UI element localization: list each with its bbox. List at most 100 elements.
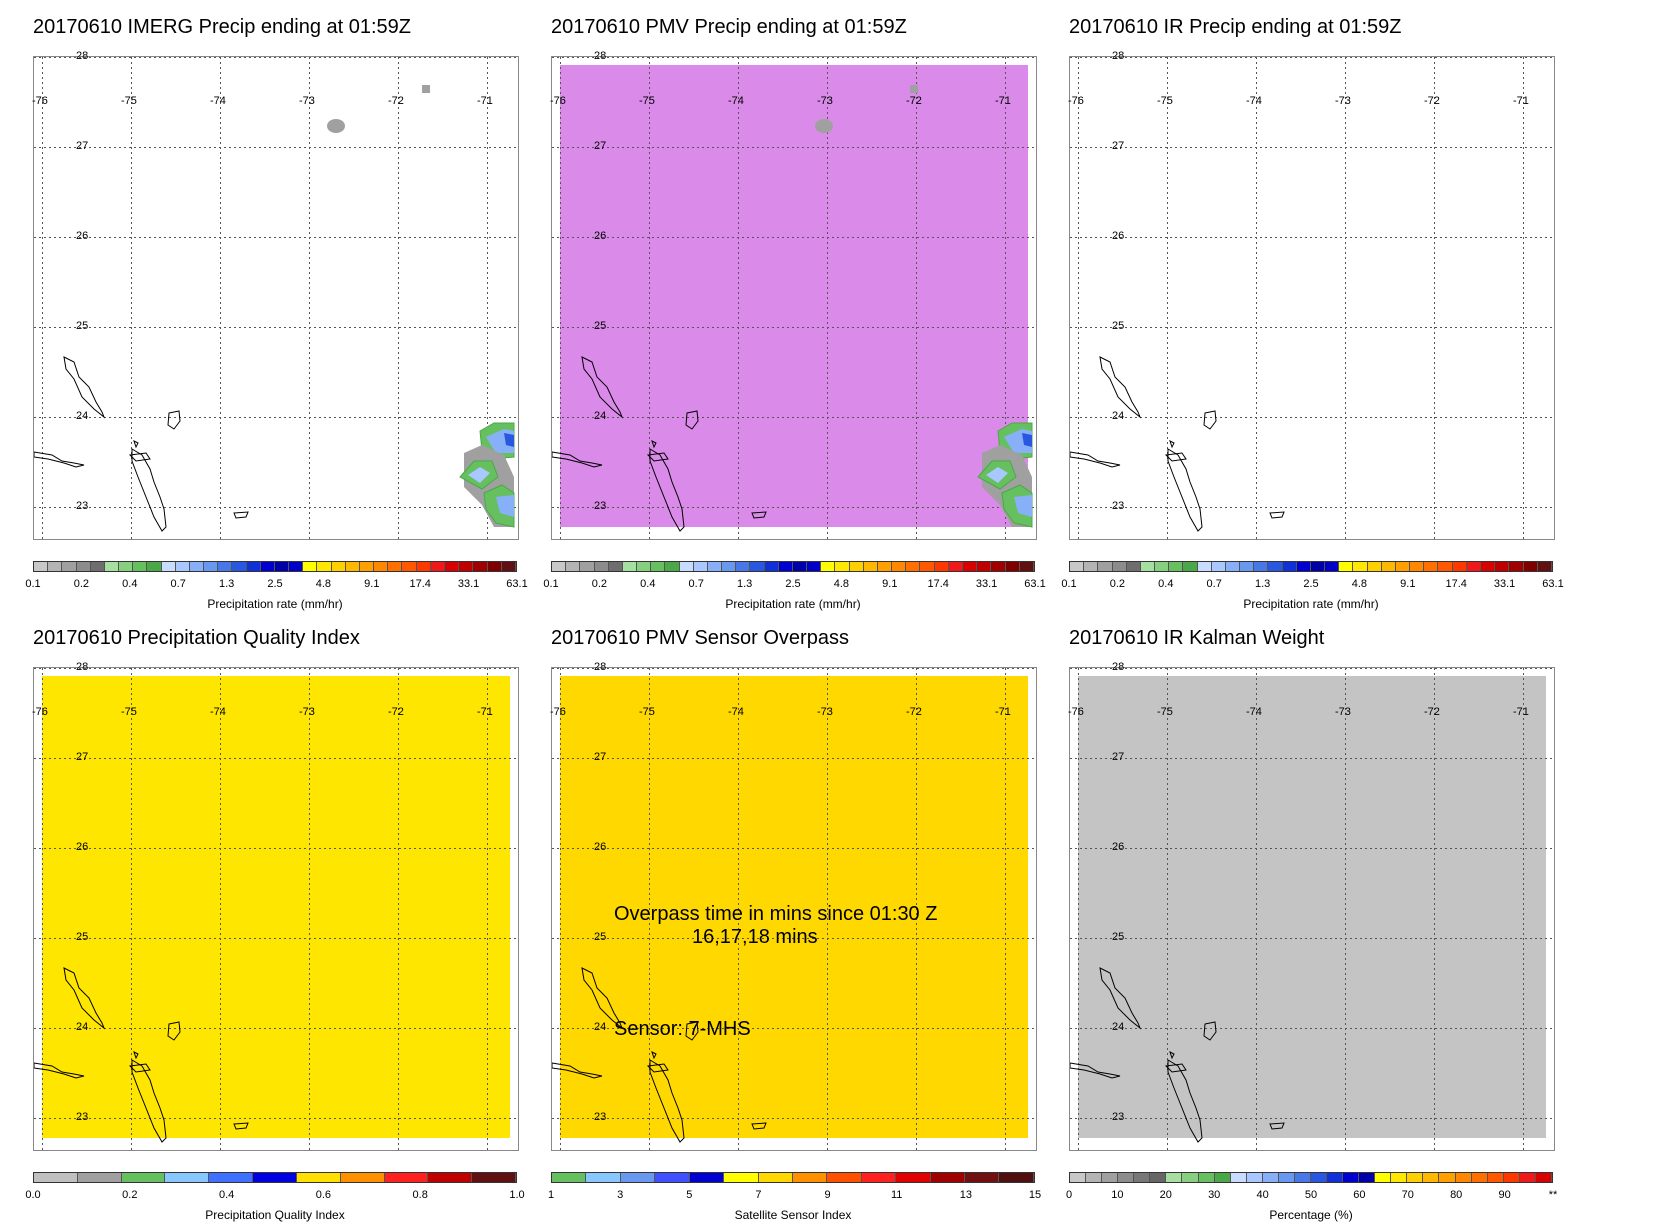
colorbar-segment (1327, 1173, 1344, 1182)
colorbar-segment (121, 1173, 166, 1182)
panel-ir-precip: 20170610 IR Precip ending at 01:59Z -76-… (1061, 16, 1609, 616)
colorbar-tick-label: 50 (1304, 1189, 1318, 1201)
colorbar-tick-label: 40 (1256, 1189, 1269, 1201)
map-frame: -76 -75 -74 -73 -72 -71 28 27 26 25 24 23 (550, 50, 1037, 540)
lon-label: -74 (728, 706, 744, 718)
colorbar-segment (90, 562, 105, 571)
colorbar-tick-label: 15 (1028, 1189, 1042, 1201)
map-frame: -76 -75 -74 -73 -72 -71 28 27 26 25 24 23 (32, 661, 519, 1151)
colorbar-segment (778, 562, 793, 571)
coastline (34, 967, 249, 1143)
colorbar-segment (218, 562, 233, 571)
colorbar-segment (133, 562, 148, 571)
lat-label: 26 (594, 230, 607, 242)
colorbar-segment (1268, 562, 1283, 571)
sensor-text: Sensor: 7-MHS (614, 1018, 751, 1040)
coastline-segment (128, 452, 151, 462)
colorbar-segment (1155, 562, 1170, 571)
lon-label: -74 (1246, 706, 1262, 718)
map-frame: Overpass time in mins since 01:30 Z 16,1… (550, 661, 1037, 1151)
colorbar-tick-label: 0.6 (315, 1189, 332, 1201)
lat-label: 23 (1112, 500, 1125, 512)
lon-label: -72 (1424, 706, 1440, 718)
lat-label: 27 (76, 140, 89, 152)
lat-label: 27 (594, 140, 607, 152)
lat-label: 27 (1112, 140, 1125, 152)
lat-label: 28 (594, 661, 607, 673)
colorbar-tick-label: 0.0 (25, 1189, 41, 1201)
colorbar-segment (317, 562, 332, 571)
coastline-segment (651, 440, 657, 449)
coastline-segment (581, 967, 624, 1030)
colorbar-tick-label: 1.3 (736, 578, 753, 590)
colorbar-segment (1134, 1173, 1151, 1182)
colorbar-segment (1166, 1173, 1183, 1182)
colorbar-segment (472, 1173, 516, 1182)
lon-label: -76 (32, 95, 48, 107)
colorbar-segment (892, 562, 907, 571)
colorbar-segment (1182, 1173, 1199, 1182)
lon-label: -75 (1157, 95, 1173, 107)
colorbar-tick-label: 0.2 (1109, 578, 1126, 590)
colorbar-segment (77, 1173, 122, 1182)
colorbar-segment (331, 562, 346, 571)
lat-label: 23 (76, 1111, 89, 1123)
colorbar-segment (835, 562, 850, 571)
coastline-segment (131, 1059, 167, 1143)
colorbar-segment (722, 562, 737, 571)
colorbar-tick-label: 0.2 (73, 578, 90, 590)
lat-label: 24 (594, 410, 607, 422)
coastline-segment (63, 356, 106, 419)
colorbar-segment (1310, 1173, 1327, 1182)
colorbar-segment (1359, 1173, 1376, 1182)
colorbar-segment (1070, 562, 1085, 571)
lat-label: 26 (594, 841, 607, 853)
colorbar-segment (637, 562, 652, 571)
colorbar-segment (622, 562, 638, 571)
colorbar-segment (1424, 562, 1439, 571)
lat-label: 27 (594, 751, 607, 763)
colorbar-segment (827, 1173, 862, 1182)
colorbar-segment (758, 1173, 793, 1182)
panel-pmv-precip: 20170610 PMV Precip ending at 01:59Z -76… (543, 16, 1091, 616)
colorbar-segment (896, 1173, 931, 1182)
colorbar-segment (1438, 562, 1453, 571)
colorbar-segment (189, 562, 205, 571)
colorbar-segment (428, 1173, 473, 1182)
colorbar-segment (416, 562, 431, 571)
colorbar-segment (165, 1173, 210, 1182)
lon-label: -72 (906, 706, 922, 718)
colorbar-segment (1112, 562, 1127, 571)
colorbar-segment (1098, 562, 1113, 571)
colorbar-tick-label: 80 (1450, 1189, 1463, 1201)
colorbar-segment (586, 1173, 621, 1182)
lat-label: 25 (1112, 320, 1125, 332)
lon-label: -71 (1513, 706, 1529, 718)
map-grid (1070, 668, 1554, 1150)
coastline-segment (581, 356, 624, 419)
coastline-segment (1164, 1063, 1187, 1073)
colorbar-segment (655, 1173, 690, 1182)
colorbar-segment (1240, 562, 1255, 571)
lat-label: 24 (1112, 410, 1125, 422)
colorbar-segment (1183, 562, 1198, 571)
coastline-segment (167, 1021, 181, 1041)
coastline-segment (1269, 511, 1285, 519)
colorbar-label: Precipitation Quality Index (205, 1208, 345, 1222)
colorbar-segment (1339, 562, 1354, 571)
colorbar-tick-label: 3 (617, 1189, 624, 1201)
map-fill (560, 676, 1028, 1138)
colorbar-segment (104, 562, 120, 571)
colorbar-tick-label: 0.7 (170, 578, 186, 590)
colorbar-segment (1439, 1173, 1456, 1182)
colorbar-segment (948, 562, 963, 571)
lon-label: -76 (550, 706, 566, 718)
coastline (34, 356, 249, 532)
colorbar-tick-label: 1.3 (1254, 578, 1271, 590)
coastline-segment (1169, 1051, 1175, 1060)
coastline-segment (552, 451, 603, 468)
coastline-segment (1167, 1059, 1203, 1143)
colorbar-segment (792, 562, 808, 571)
coastline-segment (1099, 356, 1142, 419)
colorbar-segment (1343, 1173, 1360, 1182)
